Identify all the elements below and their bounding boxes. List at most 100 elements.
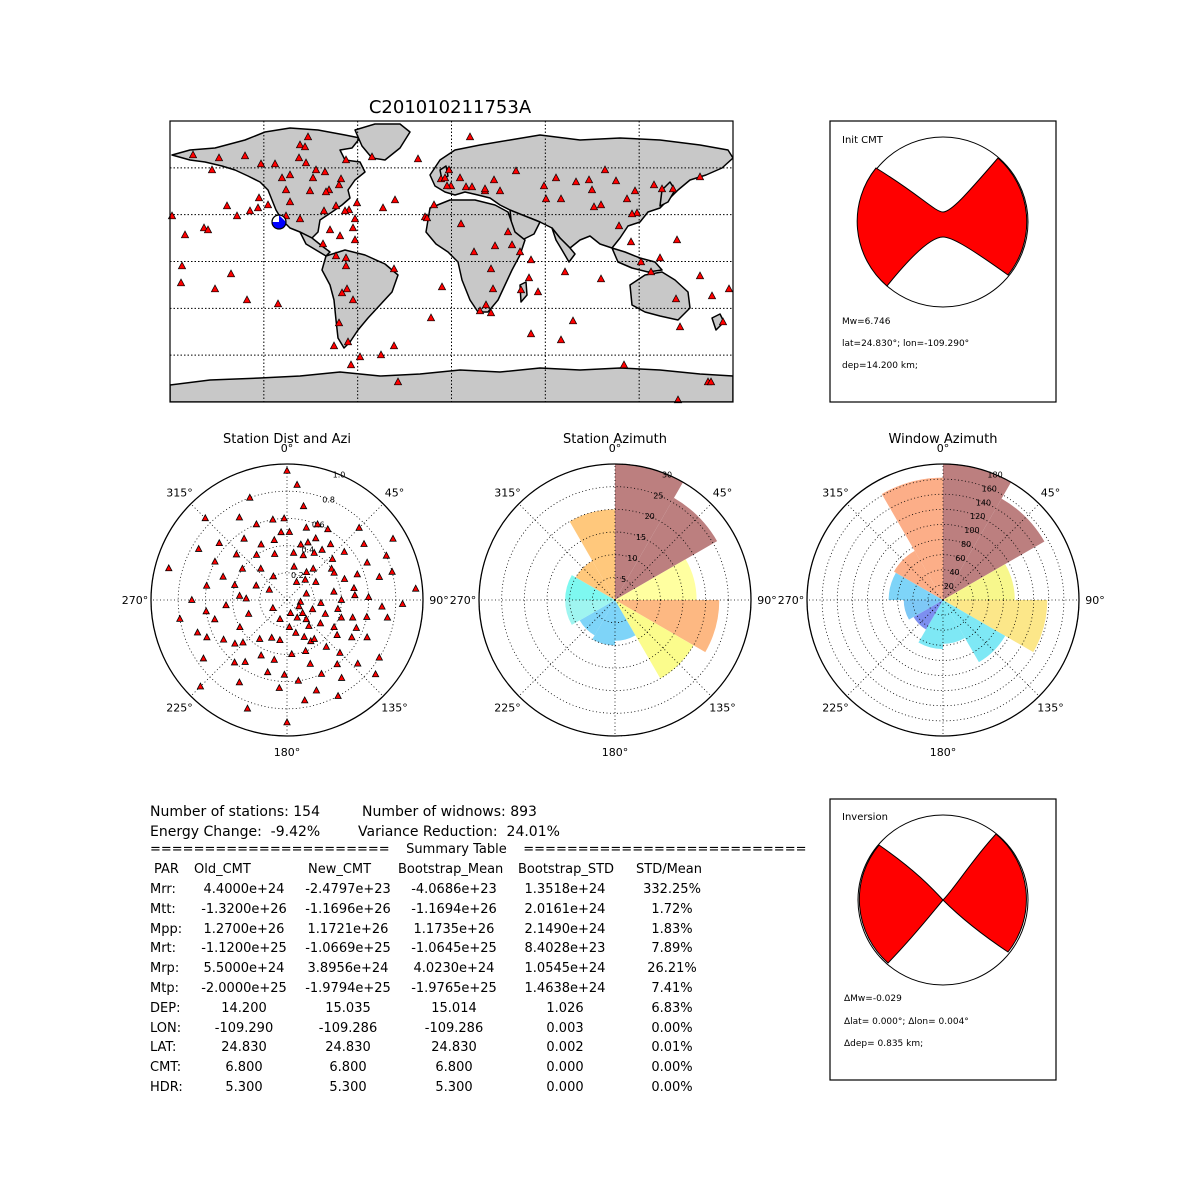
- station-point: [310, 548, 319, 556]
- station-point: [355, 523, 363, 531]
- station-point: [244, 609, 253, 617]
- azimuth-bar: [565, 575, 615, 600]
- station-point: [219, 635, 228, 643]
- polar-radial-label: 20: [944, 582, 954, 591]
- station-marker: [389, 341, 399, 350]
- station-point: [277, 527, 285, 536]
- station-marker: [503, 227, 513, 236]
- station-marker: [232, 211, 242, 220]
- station-marker: [337, 288, 347, 297]
- station-point: [290, 562, 298, 570]
- summary-cell: Mrp:: [150, 961, 180, 977]
- station-point: [334, 604, 342, 612]
- polar-angle-label: 0°: [937, 442, 950, 455]
- polar-angle-label: 225°: [166, 701, 193, 714]
- station-point: [330, 568, 338, 576]
- station-marker: [515, 247, 525, 256]
- station-point: [340, 547, 349, 555]
- station-point: [275, 683, 284, 691]
- window-azimuth-chart: 0° 45° 90° 135° 180° 225° 270° 315° 20 40 60 80 100 1…: [778, 442, 1105, 759]
- station-point: [305, 621, 313, 629]
- greenland: [354, 123, 411, 161]
- station-marker: [630, 186, 640, 195]
- station-marker: [207, 165, 217, 174]
- station-marker: [263, 200, 273, 209]
- summary-header-cell: Bootstrap_Mean: [398, 862, 504, 877]
- station-point: [263, 667, 272, 676]
- station-marker: [350, 235, 360, 244]
- station-point: [164, 563, 173, 572]
- polar-outline: [150, 463, 424, 737]
- polar-angle-label: 225°: [494, 701, 521, 714]
- inversion-mw: ΔMw=-0.029: [844, 994, 902, 1004]
- summary-cell: 0.003: [546, 1020, 584, 1036]
- station-point: [312, 577, 320, 585]
- africa: [425, 199, 526, 313]
- azimuth-bar: [615, 497, 718, 600]
- station-marker: [486, 264, 496, 273]
- summary-cell: 5.300: [435, 1080, 473, 1095]
- station-point: [280, 670, 289, 678]
- azimuth-bar: [913, 600, 943, 630]
- summary-header-cell: PAR: [154, 862, 179, 877]
- station-point: [336, 648, 344, 656]
- station-point: [364, 592, 373, 601]
- summary-cell: DEP:: [150, 1000, 181, 1016]
- polar-angle-label: 135°: [1037, 701, 1064, 714]
- station-marker: [343, 337, 353, 346]
- station-marker: [619, 360, 629, 369]
- summary-cell: -1.9794e+25: [305, 981, 391, 996]
- summary-cell: -2.0000e+25: [201, 981, 287, 996]
- summary-cell: 2.0161e+24: [524, 901, 606, 917]
- station-marker: [489, 175, 499, 184]
- station-marker: [346, 360, 356, 369]
- summary-cell: 7.41%: [651, 981, 693, 996]
- summary-cell: 6.83%: [651, 1000, 693, 1016]
- station-marker: [724, 284, 734, 293]
- station-point: [176, 614, 184, 622]
- station-marker: [311, 165, 321, 174]
- station-marker: [556, 194, 566, 203]
- station-point: [283, 466, 291, 474]
- polar-ring: [569, 554, 661, 646]
- summary-cell: 6.800: [329, 1060, 367, 1076]
- station-marker: [188, 150, 198, 159]
- station-point: [203, 633, 211, 641]
- station-point: [347, 633, 356, 641]
- station-point: [302, 567, 311, 575]
- station-marker: [611, 176, 621, 185]
- station-marker: [210, 284, 220, 293]
- station-marker: [341, 261, 351, 270]
- polar-ring: [259, 572, 315, 628]
- station-marker: [245, 206, 255, 215]
- station-point: [201, 513, 210, 522]
- summary-cell: 3.8956e+24: [307, 961, 389, 977]
- station-point: [269, 572, 278, 580]
- station-marker: [589, 202, 599, 211]
- station-point: [382, 551, 391, 559]
- station-marker: [294, 153, 304, 162]
- polar-angle-label: 315°: [166, 487, 193, 500]
- summary-cell: 0.00%: [651, 1080, 693, 1095]
- station-marker: [627, 209, 637, 218]
- polar-angle-label: 270°: [778, 594, 805, 607]
- azimuth-bar: [943, 600, 1048, 653]
- inversion-beachball: [857, 814, 1029, 986]
- polar-radial-label: 0.4: [301, 546, 314, 555]
- station-marker: [672, 235, 682, 244]
- summary-cell: Mtp:: [150, 981, 179, 996]
- station-marker: [285, 170, 295, 179]
- station-point: [270, 549, 279, 557]
- summary-cell: -1.0669e+25: [305, 941, 391, 957]
- summary-cell: Mrt:: [150, 941, 177, 957]
- station-marker: [285, 197, 295, 206]
- station-point: [337, 613, 346, 621]
- station-point: [287, 649, 296, 658]
- polar-outline: [478, 463, 752, 737]
- polar1-title: Station Dist and Azi: [223, 432, 351, 447]
- station-point: [199, 654, 208, 662]
- station-marker: [256, 159, 266, 168]
- station-dist-azi-chart: 0°45°90°135°180°225°270°315°0.20.40.60.8…: [122, 442, 449, 759]
- station-marker: [539, 181, 549, 190]
- azimuth-bar: [943, 600, 965, 644]
